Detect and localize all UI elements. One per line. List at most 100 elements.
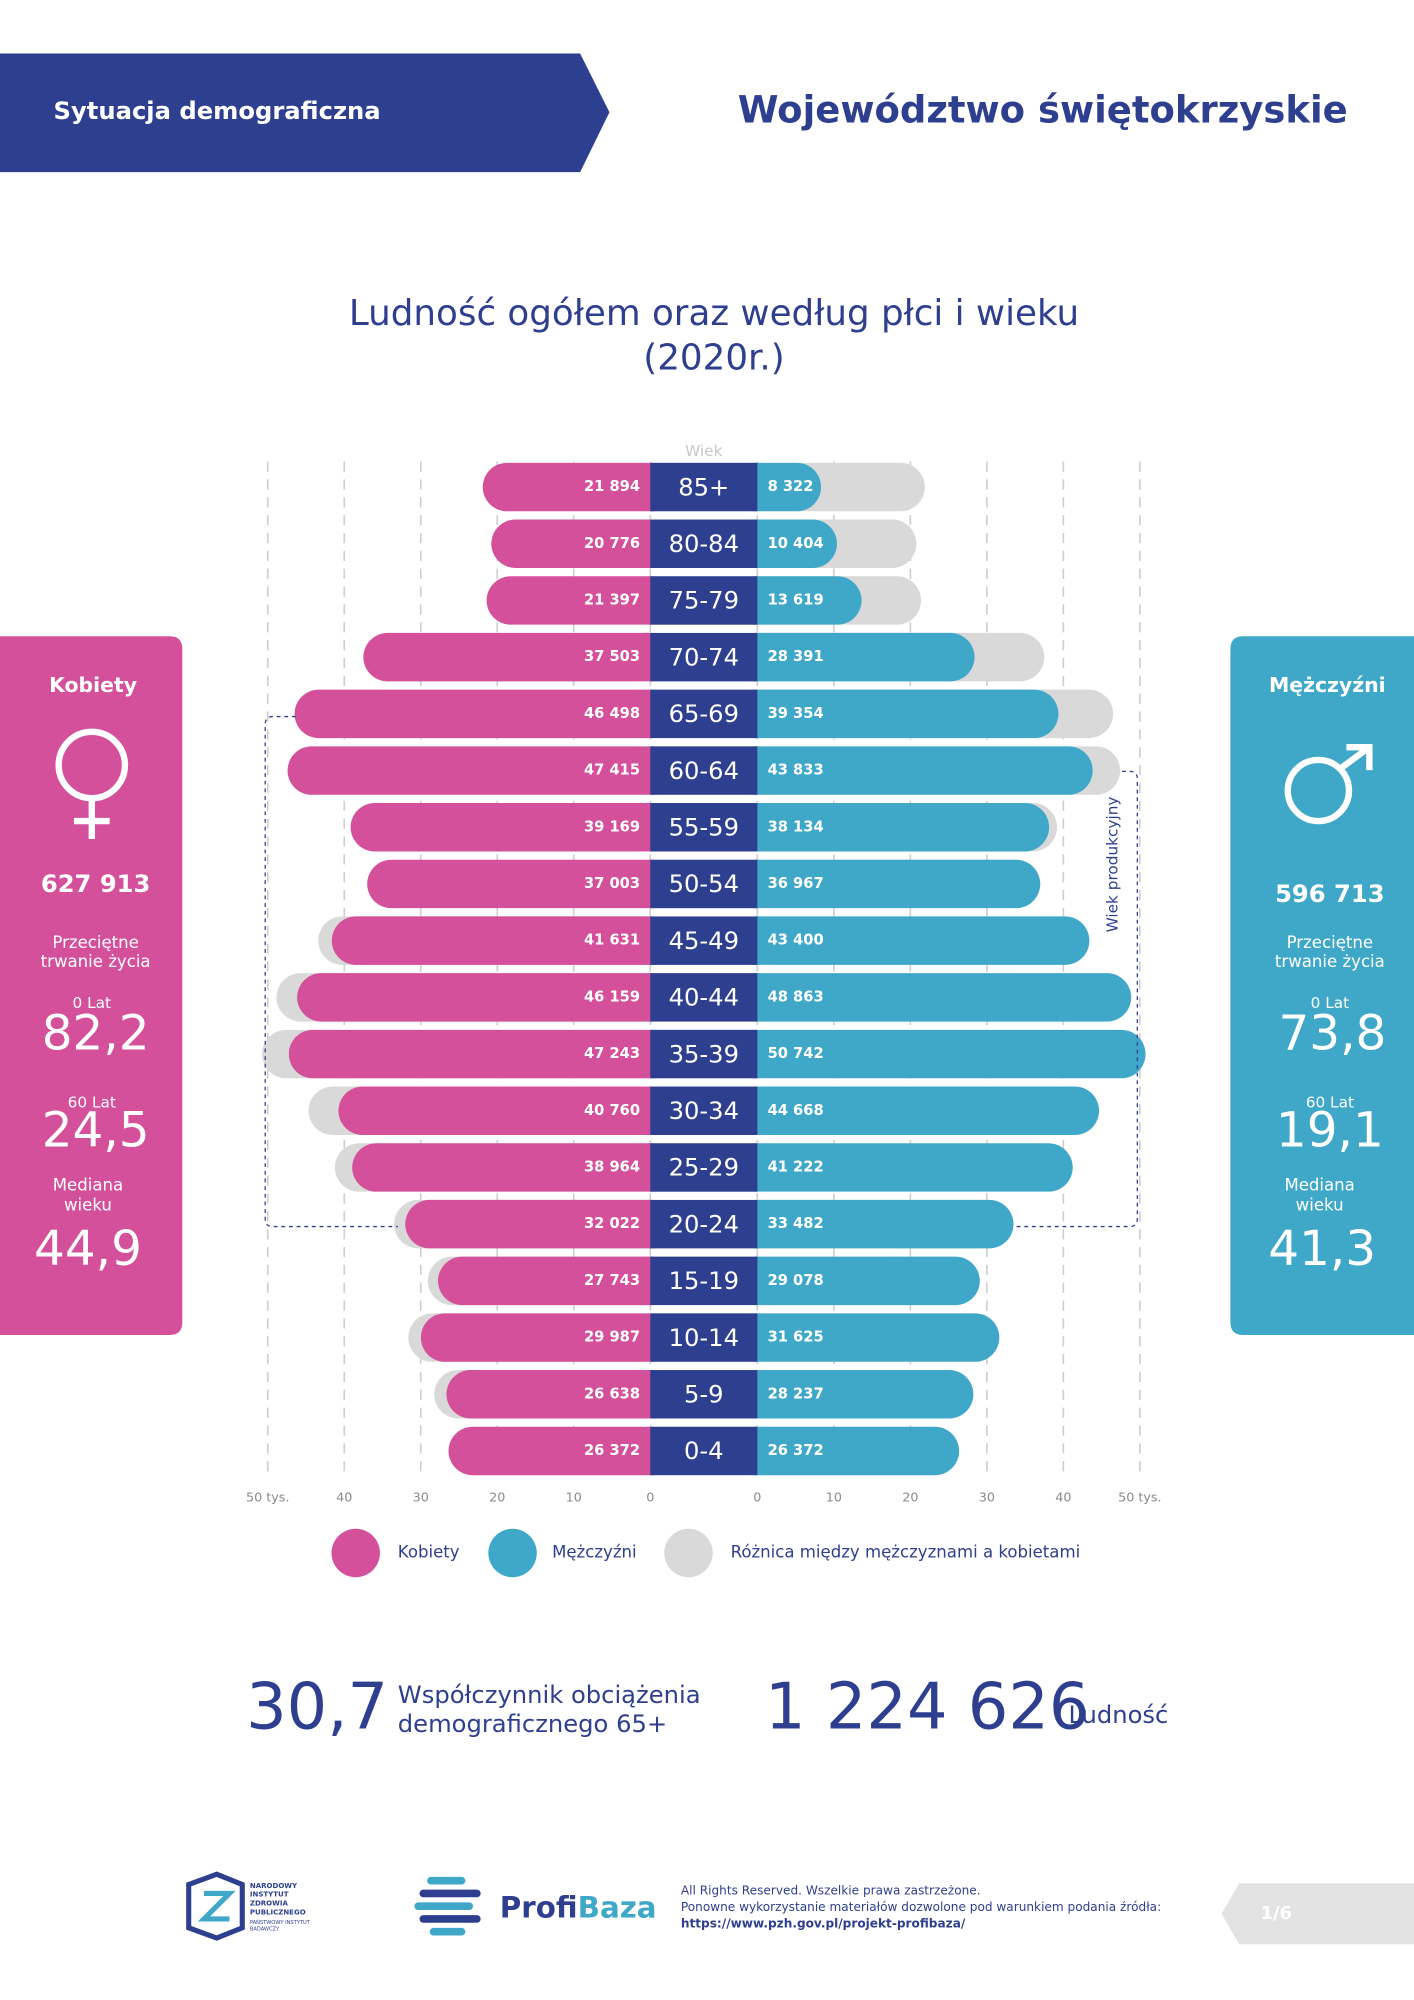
category-label: 85+ bbox=[678, 473, 729, 501]
value-label: 41 222 bbox=[768, 1158, 824, 1175]
panel-title: Mężczyźni bbox=[1269, 673, 1386, 697]
value-label: 48 863 bbox=[768, 988, 824, 1005]
value-label: 44 668 bbox=[768, 1102, 824, 1119]
bar bbox=[363, 632, 676, 682]
bar bbox=[297, 973, 676, 1022]
panel-label: wieku bbox=[64, 1196, 112, 1215]
bar bbox=[420, 1313, 676, 1362]
value-label: 10 404 bbox=[768, 535, 824, 552]
category-label: 35-39 bbox=[669, 1040, 739, 1068]
x-tick-label: 20 bbox=[489, 1491, 505, 1506]
chart-title: (2020r.) bbox=[643, 338, 784, 379]
women-panel bbox=[0, 636, 183, 1335]
panel-label: trwanie życia bbox=[41, 952, 151, 971]
bar bbox=[731, 803, 1050, 852]
category-label: 30-34 bbox=[669, 1097, 739, 1125]
chart-title: Ludność ogółem oraz według płci i wieku bbox=[349, 293, 1079, 334]
category-box bbox=[650, 746, 758, 795]
x-tick-label: 0 bbox=[753, 1491, 761, 1506]
annotation: Wiek produkcyjny bbox=[1104, 797, 1122, 933]
category-label: 65-69 bbox=[669, 700, 739, 728]
bracket bbox=[1013, 770, 1138, 1228]
category-box bbox=[650, 916, 758, 965]
bar bbox=[731, 1426, 960, 1476]
bar bbox=[731, 859, 1041, 909]
x-tick-label: 50 tys. bbox=[246, 1491, 290, 1506]
category-box bbox=[650, 803, 758, 852]
value-label: 43 833 bbox=[768, 762, 824, 779]
legend-label: Mężczyźni bbox=[552, 1542, 637, 1561]
panel-label: 60 Lat bbox=[1306, 1093, 1354, 1111]
bar bbox=[731, 1086, 1100, 1135]
bar bbox=[731, 689, 1059, 739]
brand-logo bbox=[414, 1876, 481, 1936]
value-label: 29 987 bbox=[584, 1329, 640, 1346]
bar bbox=[352, 1143, 676, 1192]
value-label: 33 482 bbox=[768, 1215, 824, 1232]
panel-value: 19,1 bbox=[1276, 1102, 1384, 1158]
category-label: 55-59 bbox=[669, 814, 739, 842]
panel-label: Mediana bbox=[53, 1175, 123, 1194]
brand-part: Profi bbox=[500, 1890, 578, 1924]
panel-label: Mediana bbox=[1284, 1175, 1354, 1194]
panel-title: Kobiety bbox=[49, 673, 137, 697]
x-tick-label: 30 bbox=[979, 1491, 995, 1506]
male-symbol bbox=[1284, 743, 1373, 825]
category-label: 10-14 bbox=[669, 1324, 739, 1352]
bar bbox=[731, 1029, 1146, 1079]
bar bbox=[438, 1256, 676, 1306]
value-label: 29 078 bbox=[768, 1272, 824, 1289]
category-box bbox=[650, 859, 758, 909]
value-label: 36 967 bbox=[768, 875, 824, 892]
men-panel bbox=[1230, 636, 1414, 1335]
category-label: 60-64 bbox=[669, 757, 739, 785]
bar bbox=[731, 1370, 974, 1419]
value-label: 27 743 bbox=[584, 1272, 640, 1289]
legend-swatch bbox=[664, 1528, 713, 1578]
x-tick-label: 30 bbox=[413, 1491, 429, 1506]
institute-text: ZDROWIA bbox=[250, 1899, 289, 1908]
bar bbox=[331, 916, 676, 965]
category-label: 5-9 bbox=[684, 1381, 724, 1409]
stat-value: 1 224 626 bbox=[765, 1671, 1089, 1745]
panel-value: 44,9 bbox=[34, 1221, 142, 1277]
value-label: 21 397 bbox=[584, 591, 640, 608]
bracket bbox=[264, 715, 398, 1228]
category-label: 0-4 bbox=[684, 1437, 724, 1465]
value-label: 40 760 bbox=[584, 1102, 640, 1119]
value-label: 37 503 bbox=[584, 648, 640, 665]
bar bbox=[446, 1370, 676, 1419]
x-tick-label: 0 bbox=[646, 1491, 654, 1506]
bar bbox=[731, 632, 975, 682]
category-box bbox=[650, 1426, 758, 1476]
bar bbox=[731, 973, 1132, 1022]
axis-label: Wiek bbox=[685, 442, 722, 460]
value-label: 50 742 bbox=[768, 1045, 824, 1062]
panel-value: 24,5 bbox=[42, 1102, 150, 1158]
value-label: 43 400 bbox=[768, 932, 824, 949]
category-label: 70-74 bbox=[669, 643, 739, 671]
value-label: 41 631 bbox=[584, 932, 640, 949]
stat-label: Współczynnik obciążenia bbox=[398, 1681, 701, 1709]
x-tick-label: 10 bbox=[566, 1491, 582, 1506]
rights-link[interactable]: https://www.pzh.gov.pl/projekt-profibaza… bbox=[681, 1917, 966, 1931]
value-label: 21 894 bbox=[584, 478, 640, 495]
panel-value: 82,2 bbox=[42, 1006, 150, 1062]
bar bbox=[448, 1426, 676, 1476]
legend-swatch bbox=[331, 1528, 380, 1578]
institute-text: BADAWCZY bbox=[250, 1927, 280, 1933]
category-box bbox=[650, 632, 758, 682]
value-label: 32 022 bbox=[584, 1215, 640, 1232]
rights-text: Ponowne wykorzystanie materiałów dozwolo… bbox=[681, 1900, 1161, 1914]
bar bbox=[731, 1313, 1000, 1362]
category-label: 50-54 bbox=[669, 870, 739, 898]
value-label: 26 372 bbox=[768, 1442, 824, 1459]
value-label: 39 169 bbox=[584, 818, 640, 835]
bar bbox=[287, 746, 676, 795]
value-label: 28 391 bbox=[768, 648, 824, 665]
x-tick-label: 40 bbox=[1055, 1491, 1071, 1506]
x-tick-label: 50 tys. bbox=[1118, 1491, 1162, 1506]
panel-total: 627 913 bbox=[41, 870, 151, 898]
rights-text: All Rights Reserved. Wszelkie prawa zast… bbox=[681, 1883, 981, 1897]
